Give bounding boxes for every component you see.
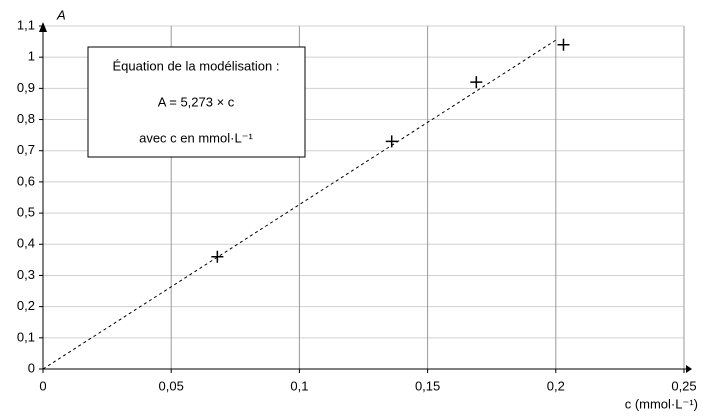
x-tick-label: 0,1 [290,378,308,393]
y-tick-label: 0,2 [17,298,35,313]
annotation-line: Équation de la modélisation : [113,58,280,73]
x-arrow [686,365,692,373]
y-axis-label: A [56,7,66,22]
x-tick-label: 0 [39,378,46,393]
data-point [557,38,570,51]
y-tick-label: 1,1 [17,17,35,32]
annotation-box [87,46,306,158]
y-tick-label: 0,6 [17,173,35,188]
y-tick-label: 0 [28,360,35,375]
annotation-line: A = 5,273 × c [158,94,235,109]
x-axis-label: c (mmol·L⁻¹) [625,396,698,411]
x-tick-label: 0,2 [547,378,565,393]
data-point [211,250,224,263]
y-arrow [39,22,47,32]
x-tick-label: 0,05 [159,378,184,393]
y-tick-label: 0,7 [17,142,35,157]
y-tick-label: 0,8 [17,111,35,126]
x-tick-label: 0,25 [671,378,696,393]
y-tick-label: 0,3 [17,267,35,282]
y-tick-label: 0,5 [17,205,35,220]
y-tick-label: 0,9 [17,80,35,95]
data-point [470,76,483,89]
y-tick-label: 1 [28,49,35,64]
annotation-line: avec c en mmol·L⁻¹ [139,130,253,145]
y-tick-label: 0,1 [17,329,35,344]
data-point [385,135,398,148]
x-tick-label: 0,15 [415,378,440,393]
y-tick-label: 0,4 [17,236,35,251]
